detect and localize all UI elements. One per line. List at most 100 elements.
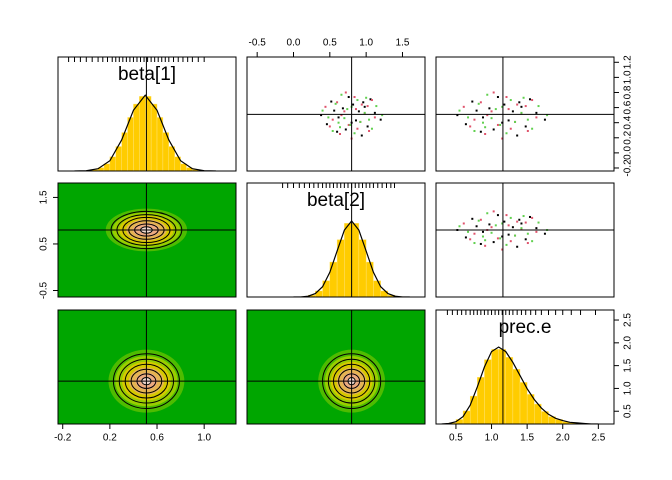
y-tick-label: 1.5	[623, 358, 634, 372]
panel-frame	[435, 309, 615, 425]
point	[473, 118, 476, 121]
point	[370, 99, 373, 102]
point	[507, 224, 510, 227]
point	[535, 116, 538, 119]
point	[365, 96, 368, 99]
point	[520, 227, 523, 230]
point	[531, 99, 534, 102]
point	[347, 96, 350, 99]
point	[524, 221, 527, 224]
point	[535, 227, 538, 230]
point	[496, 96, 499, 99]
point	[324, 105, 327, 108]
panel-frame	[435, 182, 615, 298]
x-tick-label: 2.0	[556, 433, 570, 444]
x-tick-label: -0.5	[249, 38, 267, 49]
y-tick-label: 0.5	[623, 404, 634, 418]
point	[381, 114, 384, 117]
point	[330, 100, 333, 103]
point	[537, 105, 540, 108]
x-tick-label: 1.5	[396, 38, 410, 49]
point	[518, 101, 521, 104]
point	[501, 235, 504, 238]
point	[347, 123, 350, 126]
point	[528, 98, 531, 101]
point	[481, 230, 484, 233]
x-tick-label: 0.0	[287, 38, 301, 49]
panel	[247, 57, 425, 171]
point	[520, 222, 523, 225]
point	[366, 125, 369, 128]
point	[501, 121, 504, 124]
histogram-bar	[505, 357, 514, 424]
panel-frame	[246, 182, 426, 298]
y-tick-label: 1.0	[623, 381, 634, 395]
density-curve	[74, 94, 216, 171]
panel	[68, 57, 216, 171]
point	[467, 116, 470, 119]
point	[353, 96, 356, 99]
point	[360, 103, 363, 106]
point	[511, 110, 514, 113]
point	[337, 121, 340, 124]
panel-frame	[246, 309, 426, 425]
point	[352, 103, 355, 106]
point	[486, 114, 489, 117]
point	[484, 244, 487, 247]
point	[346, 108, 349, 111]
point	[363, 105, 366, 108]
point	[462, 105, 465, 108]
point	[535, 230, 538, 233]
point	[479, 130, 482, 133]
histogram-bar	[180, 163, 187, 171]
point	[526, 129, 529, 132]
point	[531, 216, 534, 219]
point	[369, 98, 372, 101]
point	[484, 126, 487, 129]
point	[464, 236, 467, 239]
point	[505, 214, 508, 217]
point	[507, 108, 510, 111]
point	[338, 126, 341, 129]
point	[509, 240, 512, 243]
point	[320, 114, 323, 117]
point	[486, 93, 489, 96]
point	[516, 103, 519, 106]
point	[471, 100, 474, 103]
point	[494, 108, 497, 111]
x-tick-label: 2.5	[591, 433, 605, 444]
panel-frame	[435, 56, 615, 172]
point	[535, 111, 538, 114]
panel	[436, 57, 614, 171]
y-tick-label: 0.0	[623, 145, 634, 159]
histogram-bar	[115, 146, 122, 171]
histogram-bar	[484, 359, 492, 424]
point	[543, 232, 546, 235]
point	[343, 117, 346, 120]
point	[375, 105, 378, 108]
histogram-bar	[103, 163, 111, 171]
point	[341, 107, 344, 110]
point	[526, 242, 529, 245]
point	[526, 232, 529, 235]
histogram-bar	[150, 103, 158, 171]
point	[481, 235, 484, 238]
point	[518, 218, 521, 221]
point	[475, 225, 478, 228]
y-tick-label: 1.2	[623, 55, 634, 69]
panel	[58, 310, 236, 424]
point	[505, 96, 508, 99]
point	[458, 225, 461, 228]
panel	[436, 183, 614, 297]
point	[509, 216, 512, 219]
x-tick-label: 0.2	[103, 433, 117, 444]
histogram-bar	[139, 96, 146, 171]
point	[481, 121, 484, 124]
panel-title: beta[1]	[118, 64, 176, 85]
y-tick-label: 1.5	[39, 190, 50, 204]
point	[336, 130, 339, 133]
point	[368, 118, 371, 121]
point	[537, 221, 540, 224]
point	[507, 233, 510, 236]
